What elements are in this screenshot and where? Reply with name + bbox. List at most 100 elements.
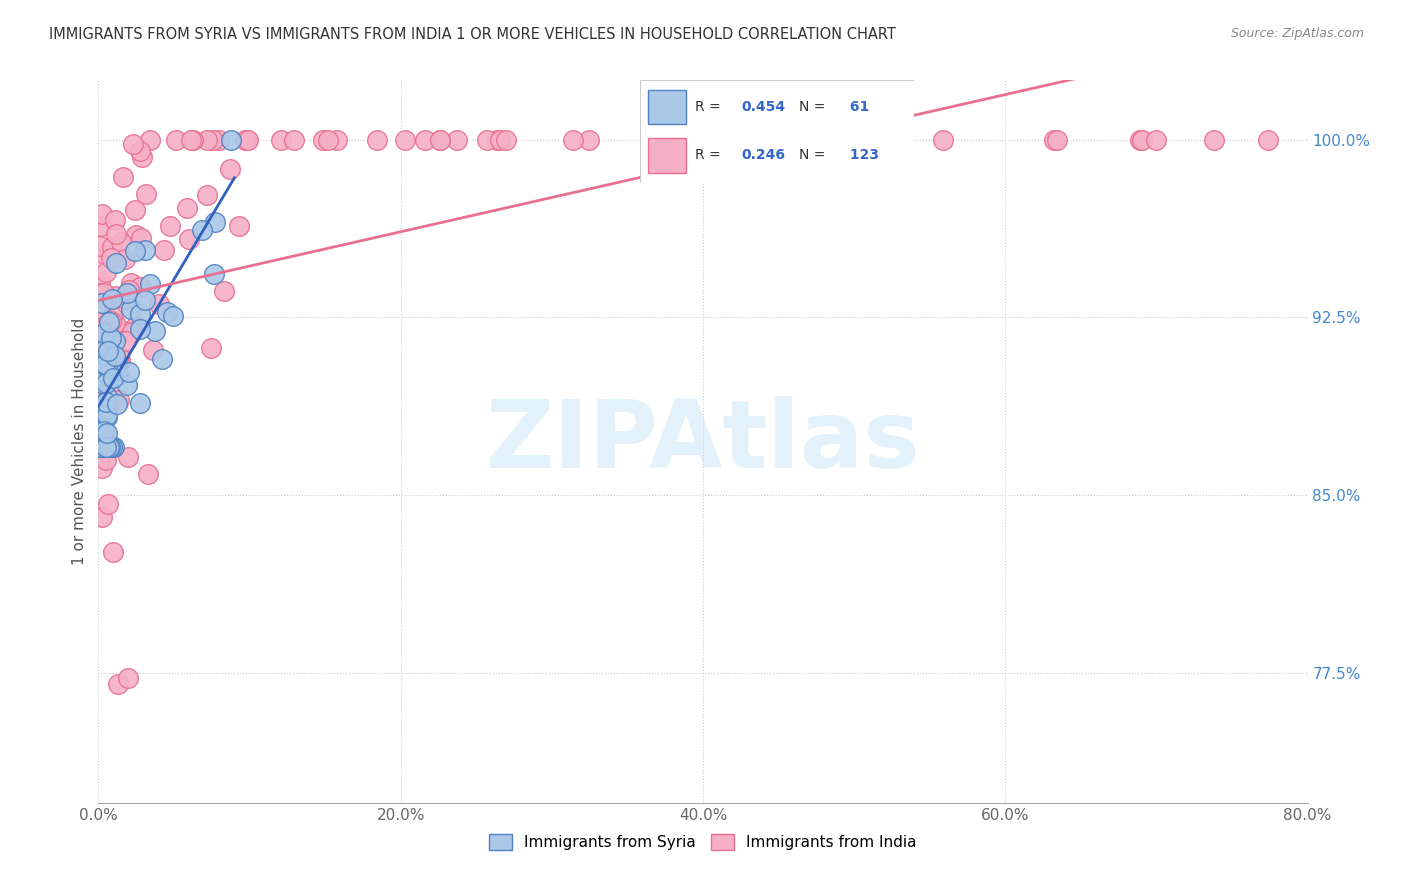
Point xyxy=(162,309,184,323)
Point xyxy=(89,420,111,434)
Point xyxy=(121,136,143,151)
Point xyxy=(117,672,139,686)
Point xyxy=(93,347,115,361)
Point xyxy=(91,319,114,334)
Text: IMMIGRANTS FROM SYRIA VS IMMIGRANTS FROM INDIA 1 OR MORE VEHICLES IN HOUSEHOLD C: IMMIGRANTS FROM SYRIA VS IMMIGRANTS FROM… xyxy=(49,27,896,42)
Point xyxy=(180,132,202,146)
Text: 0.454: 0.454 xyxy=(741,100,786,114)
Point xyxy=(221,132,243,146)
Point xyxy=(1042,132,1064,146)
Point xyxy=(105,359,128,374)
Point xyxy=(89,239,111,253)
Point xyxy=(104,256,127,270)
Point xyxy=(101,545,124,559)
Point xyxy=(89,302,111,317)
Point xyxy=(94,441,117,455)
Point xyxy=(1130,132,1153,146)
Point xyxy=(98,441,121,455)
Point xyxy=(91,207,114,221)
Point xyxy=(135,187,157,202)
Point xyxy=(879,132,901,146)
Point xyxy=(100,314,122,328)
Point xyxy=(93,315,115,329)
Point xyxy=(446,132,468,146)
Point xyxy=(93,357,115,371)
Point xyxy=(104,212,127,227)
Text: ZIPAtlas: ZIPAtlas xyxy=(485,395,921,488)
Point xyxy=(1046,132,1069,146)
Point xyxy=(124,244,146,258)
Point xyxy=(96,334,118,349)
Point xyxy=(89,362,111,376)
Point xyxy=(195,132,218,146)
Point xyxy=(96,408,118,422)
Point xyxy=(129,144,152,158)
Text: Source: ZipAtlas.com: Source: ZipAtlas.com xyxy=(1230,27,1364,40)
Legend: Immigrants from Syria, Immigrants from India: Immigrants from Syria, Immigrants from I… xyxy=(484,829,922,856)
Point xyxy=(413,132,436,146)
Point xyxy=(107,368,129,383)
Point xyxy=(785,132,807,146)
Point xyxy=(121,325,143,339)
Point xyxy=(125,318,148,333)
Point xyxy=(101,441,124,455)
Point xyxy=(316,132,339,146)
Point xyxy=(117,378,139,392)
Point xyxy=(90,441,112,455)
Point xyxy=(150,352,173,367)
Point xyxy=(429,132,451,146)
Point xyxy=(270,132,292,146)
Point xyxy=(97,315,120,329)
Point xyxy=(90,357,112,371)
Point xyxy=(103,371,125,385)
Text: R =: R = xyxy=(695,148,724,162)
Point xyxy=(117,450,139,465)
Point xyxy=(96,350,118,364)
Point xyxy=(97,391,120,405)
Point xyxy=(1204,132,1226,146)
Point xyxy=(104,289,127,303)
Point xyxy=(202,132,225,146)
Point xyxy=(152,243,174,257)
Point xyxy=(89,439,111,453)
Point xyxy=(200,341,222,355)
Point xyxy=(94,441,117,455)
Point xyxy=(118,365,141,379)
Point xyxy=(195,187,218,202)
Point xyxy=(131,230,153,244)
Point xyxy=(104,350,127,364)
Point xyxy=(129,322,152,336)
Point xyxy=(90,219,112,233)
Point xyxy=(96,410,118,425)
Point xyxy=(96,376,118,390)
Point xyxy=(143,324,166,338)
Point xyxy=(658,132,681,146)
Point xyxy=(90,384,112,399)
Point xyxy=(100,309,122,323)
Point xyxy=(104,227,127,241)
Point xyxy=(191,223,214,237)
Point xyxy=(93,441,115,455)
Point xyxy=(238,132,260,146)
Bar xyxy=(648,137,686,173)
Point xyxy=(165,132,187,146)
Point xyxy=(1144,132,1167,146)
Point xyxy=(108,352,131,367)
Text: R =: R = xyxy=(695,100,724,114)
Point xyxy=(233,132,256,146)
Point xyxy=(96,441,118,455)
Point xyxy=(228,219,250,234)
Point xyxy=(134,243,156,257)
Point xyxy=(159,219,181,234)
Point xyxy=(129,307,152,321)
Point xyxy=(89,304,111,318)
Point xyxy=(89,441,111,455)
Point xyxy=(138,132,160,146)
Point xyxy=(107,677,129,691)
Point xyxy=(877,132,900,146)
Y-axis label: 1 or more Vehicles in Household: 1 or more Vehicles in Household xyxy=(72,318,87,566)
Point xyxy=(96,360,118,375)
Point xyxy=(495,132,517,146)
Point xyxy=(177,232,200,246)
Point xyxy=(90,460,112,475)
